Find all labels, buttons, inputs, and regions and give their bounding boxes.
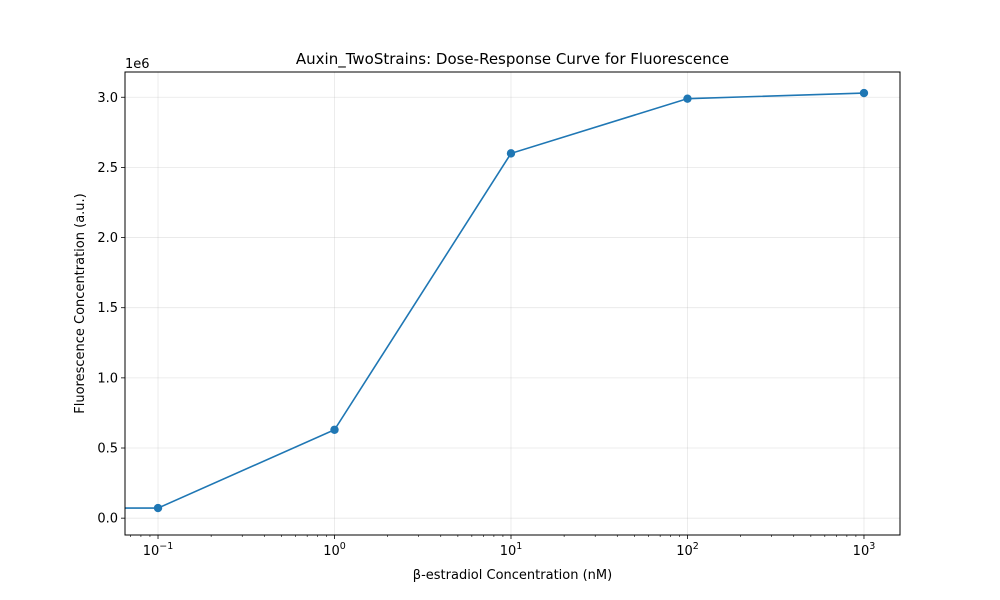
series-layer bbox=[125, 88, 869, 513]
x-tick-label: 101 bbox=[500, 541, 523, 559]
chart-title: Auxin_TwoStrains: Dose-Response Curve fo… bbox=[296, 50, 729, 69]
data-point bbox=[153, 503, 163, 513]
data-point bbox=[859, 88, 869, 98]
x-axis-label: β-estradiol Concentration (nM) bbox=[413, 568, 612, 583]
data-point bbox=[330, 425, 339, 434]
x-tick-label-exponent: 3 bbox=[869, 541, 875, 552]
y-tick-label: 1.5 bbox=[97, 301, 118, 316]
y-tick-label: 2.0 bbox=[97, 231, 118, 246]
x-tick-label-exponent: −1 bbox=[159, 541, 173, 552]
x-tick-label-base: 10 bbox=[500, 544, 517, 559]
y-tick-label: 1.0 bbox=[97, 371, 118, 386]
x-tick-label-base: 10 bbox=[323, 544, 340, 559]
y-tick-label: 0.0 bbox=[97, 512, 118, 527]
x-tick-label: 102 bbox=[676, 541, 699, 559]
data-point bbox=[506, 149, 516, 158]
y-axis-label: Fluorescence Concentration (a.u.) bbox=[73, 193, 88, 414]
x-tick-label-base: 10 bbox=[853, 544, 870, 559]
plot-frame bbox=[124, 71, 901, 536]
y-tick-label: 2.5 bbox=[97, 161, 118, 176]
x-tick-label-exponent: 1 bbox=[516, 541, 522, 552]
x-tick-label-base: 10 bbox=[143, 544, 160, 559]
x-tick-label: 103 bbox=[853, 541, 876, 559]
data-point bbox=[683, 94, 692, 103]
series-line bbox=[125, 92, 865, 509]
x-tick-label-exponent: 0 bbox=[340, 541, 346, 552]
grid-lines bbox=[125, 72, 900, 535]
y-tick-label: 3.0 bbox=[97, 91, 118, 106]
x-tick-label-exponent: 2 bbox=[693, 541, 699, 552]
y-offset-label: 1e6 bbox=[125, 57, 150, 72]
x-tick-label-base: 10 bbox=[676, 544, 693, 559]
x-tick-label: 100 bbox=[323, 541, 346, 559]
x-tick-label: 10−1 bbox=[143, 541, 174, 559]
y-tick-label: 0.5 bbox=[97, 442, 118, 457]
